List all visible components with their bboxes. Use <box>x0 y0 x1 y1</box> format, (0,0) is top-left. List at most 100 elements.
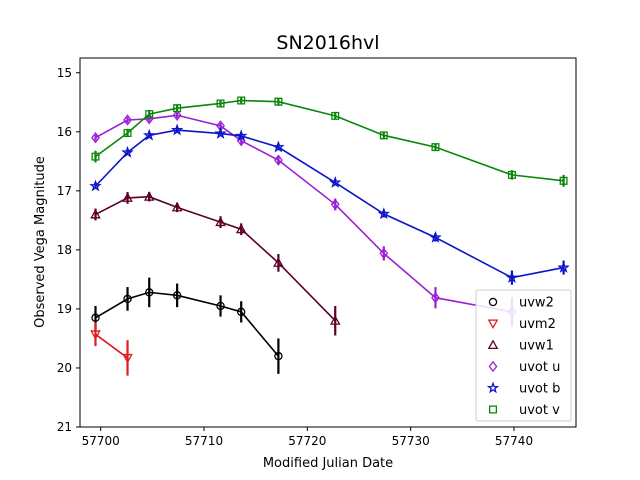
data-point <box>274 154 283 166</box>
data-point <box>329 176 342 188</box>
series-line <box>95 291 280 357</box>
legend-item: uvw1 <box>487 339 554 354</box>
data-point <box>90 330 101 340</box>
data-point <box>379 247 389 260</box>
data-point <box>145 110 154 119</box>
data-point <box>234 129 248 142</box>
series-uvot-b <box>89 123 570 285</box>
data-point <box>557 261 570 273</box>
data-point <box>91 152 100 161</box>
data-point <box>172 109 182 121</box>
data-point <box>330 198 340 211</box>
x-tick-label: 57720 <box>288 434 326 448</box>
legend-label: uvot v <box>519 403 560 418</box>
data-point <box>237 96 246 105</box>
data-point <box>121 145 134 158</box>
y-tick-label: 20 <box>57 361 72 375</box>
data-point <box>272 140 285 153</box>
legend-label: uvot b <box>519 382 560 397</box>
legend-marker <box>487 319 499 330</box>
data-point <box>274 351 283 361</box>
data-point <box>431 292 440 304</box>
data-point <box>559 176 568 185</box>
legend-marker <box>487 339 499 350</box>
legend-label: uvot u <box>519 360 560 375</box>
series-line <box>95 99 564 182</box>
data-point <box>170 123 184 136</box>
legend-label: uvw2 <box>519 296 554 311</box>
x-axis-label: Modified Julian Date <box>263 456 393 471</box>
data-point <box>123 128 132 137</box>
legend-marker <box>488 360 498 373</box>
data-point <box>216 301 225 311</box>
legend-label: uvm2 <box>519 317 556 332</box>
series-uvw2 <box>91 277 283 374</box>
legend: uvw2 uvm2 uvw1 uvot u uvot b uvot v <box>475 289 572 422</box>
data-point <box>89 179 102 192</box>
series-uvm2 <box>90 322 133 376</box>
y-tick-label: 19 <box>57 302 72 316</box>
y-axis-label: Observed Vega Magnitude <box>33 156 48 328</box>
series-uvot-u <box>91 109 517 327</box>
y-axis: 15 16 17 18 19 20 21 <box>57 66 80 434</box>
series-uvot-v <box>91 96 568 187</box>
data-point <box>91 132 100 144</box>
legend-box <box>475 289 572 422</box>
chart-title: SN2016hvl <box>276 32 379 54</box>
series-line <box>95 195 336 322</box>
data-point <box>90 208 101 219</box>
y-tick-label: 21 <box>57 420 72 434</box>
data-point <box>123 294 132 304</box>
legend-marker <box>488 405 498 414</box>
plot-area <box>89 96 570 376</box>
legend-label: uvw1 <box>519 339 554 354</box>
x-tick-label: 57730 <box>392 434 430 448</box>
data-point <box>91 313 100 322</box>
data-point <box>143 128 156 141</box>
x-tick-label: 57700 <box>82 434 120 448</box>
legend-item: uvot v <box>488 403 560 418</box>
legend-item: uvw2 <box>488 296 554 311</box>
data-point <box>507 170 516 179</box>
legend-marker <box>486 381 500 394</box>
legend-item: uvm2 <box>487 317 556 332</box>
data-point <box>505 271 519 283</box>
y-tick-label: 16 <box>57 125 72 139</box>
data-point <box>431 143 440 152</box>
y-tick-label: 15 <box>57 66 72 80</box>
series-line <box>95 333 129 359</box>
y-tick-label: 18 <box>57 243 72 257</box>
data-point <box>173 104 182 113</box>
series-uvw1 <box>90 191 341 336</box>
data-point <box>236 307 246 317</box>
x-axis: 57700 57710 57720 57730 57740 <box>82 427 533 448</box>
data-point <box>274 97 283 106</box>
data-point <box>122 192 133 202</box>
x-tick-label: 57740 <box>495 434 533 448</box>
legend-item: uvot u <box>488 360 560 375</box>
data-point <box>273 257 284 267</box>
legend-item: uvot b <box>486 381 560 397</box>
data-point <box>214 127 227 139</box>
x-tick-label: 57710 <box>185 434 223 448</box>
data-point <box>379 131 388 140</box>
data-point <box>377 207 391 220</box>
data-point <box>143 191 155 201</box>
data-point <box>429 230 442 243</box>
legend-marker <box>488 297 498 307</box>
series-line <box>94 129 564 279</box>
data-point <box>122 353 133 364</box>
data-point <box>171 201 183 212</box>
y-tick-label: 17 <box>57 184 72 198</box>
data-point <box>215 216 226 227</box>
plot-frame <box>79 57 577 428</box>
data-point <box>329 315 341 325</box>
data-point <box>331 111 340 120</box>
data-point <box>235 223 247 234</box>
data-point <box>145 288 154 297</box>
data-point <box>216 99 225 108</box>
series-line <box>95 114 513 313</box>
data-point <box>123 114 132 126</box>
data-point <box>172 291 182 300</box>
